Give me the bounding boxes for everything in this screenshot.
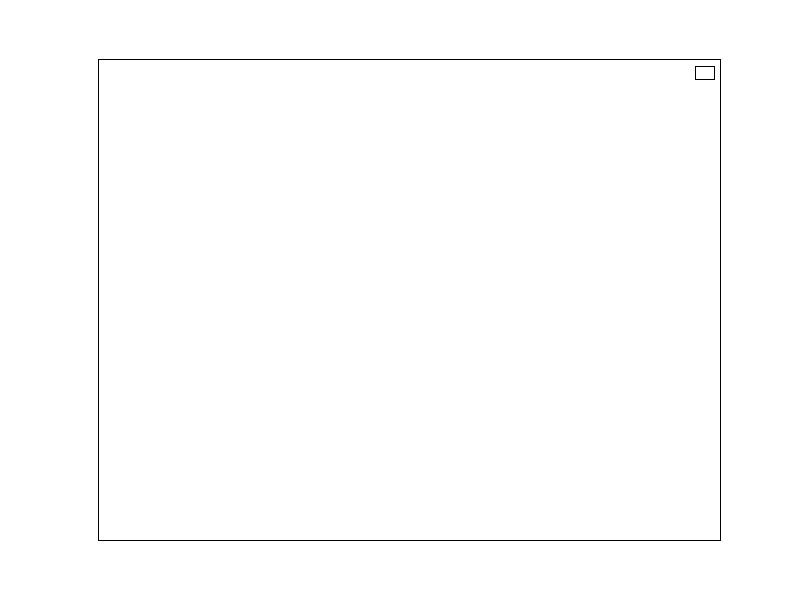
legend <box>695 66 715 80</box>
plot-area <box>98 59 721 541</box>
